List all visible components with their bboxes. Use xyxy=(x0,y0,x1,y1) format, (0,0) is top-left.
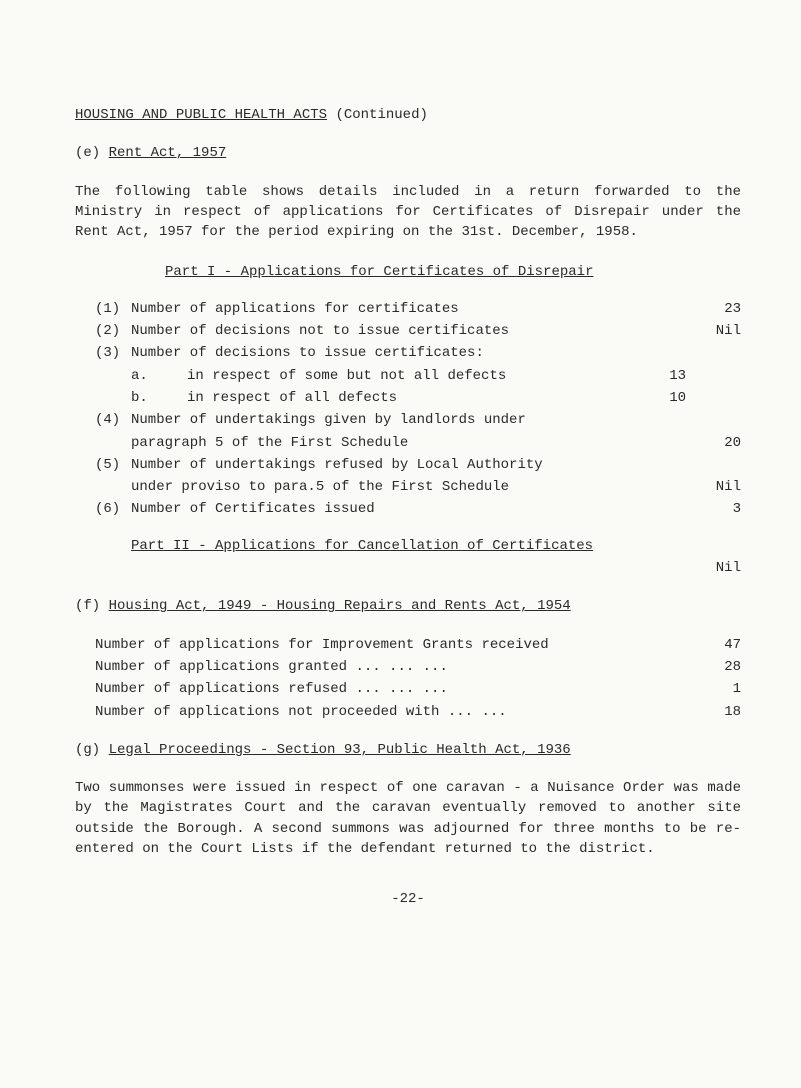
sub-text: in respect of some but not all defects xyxy=(187,366,536,386)
item-num: (6) xyxy=(75,499,131,519)
section-g-label: (g) xyxy=(75,742,100,758)
section-e-intro: The following table shows details includ… xyxy=(75,182,741,243)
part2-heading: Part II - Applications for Cancellation … xyxy=(131,536,686,556)
item-text: Number of undertakings given by landlord… xyxy=(131,410,686,430)
section-f-label: (f) xyxy=(75,598,100,614)
item-val xyxy=(686,455,741,475)
stat-row: Number of applications not proceeded wit… xyxy=(75,702,741,722)
item-num: (1) xyxy=(75,299,131,319)
item-row: under proviso to para.5 of the First Sch… xyxy=(75,477,741,497)
sub-val: 13 xyxy=(536,366,741,386)
item-num xyxy=(75,477,131,497)
section-e-title: Rent Act, 1957 xyxy=(109,145,227,161)
item-row: (1) Number of applications for certifica… xyxy=(75,299,741,319)
section-g-heading: (g) Legal Proceedings - Section 93, Publ… xyxy=(75,740,741,760)
item-val: 3 xyxy=(686,499,741,519)
item-val: Nil xyxy=(686,321,741,341)
item-val: 20 xyxy=(686,433,741,453)
part1-title: Part I - Applications for Certificates o… xyxy=(165,264,593,280)
part1-heading: Part I - Applications for Certificates o… xyxy=(165,262,741,282)
section-f-heading: (f) Housing Act, 1949 - Housing Repairs … xyxy=(75,596,741,616)
item-val xyxy=(686,410,741,430)
item-row: (6) Number of Certificates issued 3 xyxy=(75,499,741,519)
stat-text: Number of applications refused ... ... .… xyxy=(75,679,686,699)
sub-val: 10 xyxy=(536,388,741,408)
stat-text: Number of applications not proceeded wit… xyxy=(75,702,686,722)
part2-val: Nil xyxy=(686,558,741,578)
stat-text: Number of applications for Improvement G… xyxy=(75,635,686,655)
item-num: (5) xyxy=(75,455,131,475)
item-val: Nil xyxy=(686,477,741,497)
stat-row: Number of applications granted ... ... .… xyxy=(75,657,741,677)
stat-val: 1 xyxy=(686,679,741,699)
sub-item: a. in respect of some but not all defect… xyxy=(75,366,741,386)
sub-text: in respect of all defects xyxy=(187,388,536,408)
item-row: (5) Number of undertakings refused by Lo… xyxy=(75,455,741,475)
main-heading-underlined: HOUSING AND PUBLIC HEALTH ACTS xyxy=(75,107,327,123)
section-f-title: Housing Act, 1949 - Housing Repairs and … xyxy=(109,598,571,614)
item-text: Number of decisions not to issue certifi… xyxy=(131,321,686,341)
item-text: Number of applications for certificates xyxy=(131,299,686,319)
main-heading-tail: (Continued) xyxy=(335,107,427,123)
item-num: (2) xyxy=(75,321,131,341)
section-e-label: (e) xyxy=(75,145,100,161)
stat-row: Number of applications for Improvement G… xyxy=(75,635,741,655)
item-row: (4) Number of undertakings given by land… xyxy=(75,410,741,430)
stat-val: 18 xyxy=(686,702,741,722)
item-row: (2) Number of decisions not to issue cer… xyxy=(75,321,741,341)
stat-row: Number of applications refused ... ... .… xyxy=(75,679,741,699)
item-text: Number of decisions to issue certificate… xyxy=(131,343,686,363)
item-text: Number of undertakings refused by Local … xyxy=(131,455,686,475)
item-val xyxy=(686,343,741,363)
section-g-title: Legal Proceedings - Section 93, Public H… xyxy=(109,742,571,758)
item-text-cont: under proviso to para.5 of the First Sch… xyxy=(131,477,686,497)
part2-row: Part II - Applications for Cancellation … xyxy=(75,536,741,556)
item-row: (3) Number of decisions to issue certifi… xyxy=(75,343,741,363)
sub-letter: b. xyxy=(75,388,187,408)
item-val: 23 xyxy=(686,299,741,319)
page-number: -22- xyxy=(75,889,741,909)
sub-letter: a. xyxy=(75,366,187,386)
item-num xyxy=(75,536,131,556)
stat-val: 28 xyxy=(686,657,741,677)
stat-text: Number of applications granted ... ... .… xyxy=(75,657,686,677)
section-g-para: Two summonses were issued in respect of … xyxy=(75,778,741,859)
item-row: paragraph 5 of the First Schedule 20 xyxy=(75,433,741,453)
item-num xyxy=(75,433,131,453)
item-num: (3) xyxy=(75,343,131,363)
sub-item: b. in respect of all defects 10 xyxy=(75,388,741,408)
item-text: Number of Certificates issued xyxy=(131,499,686,519)
stat-val: 47 xyxy=(686,635,741,655)
item-val xyxy=(686,536,741,556)
main-heading: HOUSING AND PUBLIC HEALTH ACTS (Continue… xyxy=(75,105,741,125)
section-e-heading: (e) Rent Act, 1957 xyxy=(75,143,741,163)
part2-val-row: Nil xyxy=(75,558,741,578)
item-text-cont: paragraph 5 of the First Schedule xyxy=(131,433,686,453)
part2-title: Part II - Applications for Cancellation … xyxy=(131,538,593,554)
item-num: (4) xyxy=(75,410,131,430)
